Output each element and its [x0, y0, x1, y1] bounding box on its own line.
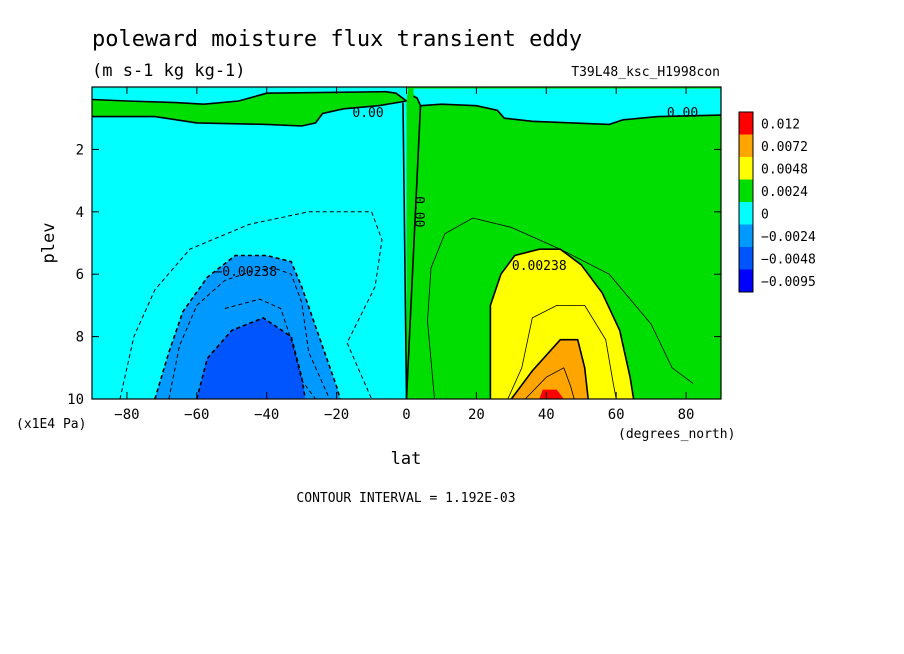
contour-label: 0.00	[667, 106, 698, 121]
colorbar-swatch	[739, 247, 753, 270]
contour-labels: 0.00 0.00 0.00 −0.00238 0.00238	[214, 106, 698, 280]
contour-interval-note: CONTOUR INTERVAL = 1.192E-03	[296, 491, 515, 506]
colorbar: 0.012 0.0072 0.0048 0.0024 0 −0.0024 −0.0048 −0…	[738, 111, 816, 293]
colorbar-label: −0.0024	[761, 230, 816, 245]
x-tick-label: −60	[184, 407, 209, 423]
x-tick-label: −20	[324, 407, 349, 423]
colorbar-label: −0.0095	[761, 275, 816, 290]
x-axis-label: lat	[391, 449, 422, 469]
colorbar-swatch	[739, 112, 753, 135]
contour-label: 0.00	[411, 196, 426, 227]
colorbar-label: 0.0024	[761, 185, 808, 200]
colorbar-swatch	[739, 179, 753, 202]
contour-line	[427, 217, 694, 400]
contour-line	[119, 211, 383, 400]
chart-title: poleward moisture flux transient eddy	[92, 27, 582, 52]
colorbar-frame	[738, 111, 754, 293]
y-tick-label: 6	[76, 267, 84, 283]
x-axis-ticks: −80 −60 −40 −20 0 20 40 60 80	[114, 87, 694, 423]
contour-line	[91, 90, 407, 106]
y-tick-label: 8	[76, 330, 84, 346]
x-axis-units: (degrees_north)	[618, 427, 735, 442]
region-north-blue	[413, 88, 721, 125]
contour-label: 0.00238	[512, 259, 567, 274]
x-tick-label: 60	[608, 407, 625, 423]
contour-line	[507, 304, 617, 400]
experiment-label: T39L48_ksc_H1998con	[571, 65, 720, 80]
colorbar-swatch	[739, 157, 753, 180]
region-mid-blue	[92, 88, 409, 105]
y-tick-label: 4	[76, 205, 84, 221]
contour-lines	[91, 90, 722, 400]
x-tick-label: 40	[538, 407, 555, 423]
colorbar-label: 0.0072	[761, 140, 808, 155]
y-tick-label: 2	[76, 142, 84, 158]
contour-line	[92, 100, 407, 127]
colorbar-label: 0.0048	[761, 162, 808, 177]
contour-line	[154, 254, 341, 400]
colorbar-label: −0.0048	[761, 252, 816, 267]
contour-label: 0.00	[352, 106, 383, 121]
x-tick-label: 0	[402, 407, 410, 423]
plot-area	[92, 87, 721, 399]
colorbar-swatch	[739, 224, 753, 247]
contour-line	[420, 103, 722, 126]
y-axis-ticks: 2 4 6 8 10	[67, 142, 721, 408]
contour-line	[510, 338, 589, 400]
x-tick-label: 20	[468, 407, 485, 423]
region-neg3	[196, 317, 306, 399]
chart-units: (m s-1 kg kg-1)	[92, 61, 246, 81]
contour-line	[224, 298, 317, 400]
contour-line	[405, 95, 422, 400]
x-tick-label: 80	[678, 407, 695, 423]
colorbar-swatch	[739, 134, 753, 157]
contour-label: −0.00238	[214, 265, 277, 280]
y-axis-label: plev	[39, 223, 59, 264]
colorbar-label: 0	[761, 207, 769, 222]
y-axis-units: (x1E4 Pa)	[16, 417, 86, 432]
y-tick-label: 10	[67, 392, 84, 408]
x-tick-label: −80	[114, 407, 139, 423]
colorbar-label: 0.012	[761, 117, 800, 132]
contour-line	[489, 248, 635, 400]
x-tick-label: −40	[254, 407, 279, 423]
region-pos2	[490, 249, 634, 399]
contour-line	[168, 267, 331, 400]
colorbar-swatch	[739, 202, 753, 225]
contour-line	[525, 367, 575, 400]
contour-line	[196, 317, 306, 400]
contour-line	[402, 102, 408, 400]
region-pos4	[539, 389, 564, 399]
colorbar-swatch	[739, 269, 753, 292]
region-pos3	[511, 339, 589, 399]
